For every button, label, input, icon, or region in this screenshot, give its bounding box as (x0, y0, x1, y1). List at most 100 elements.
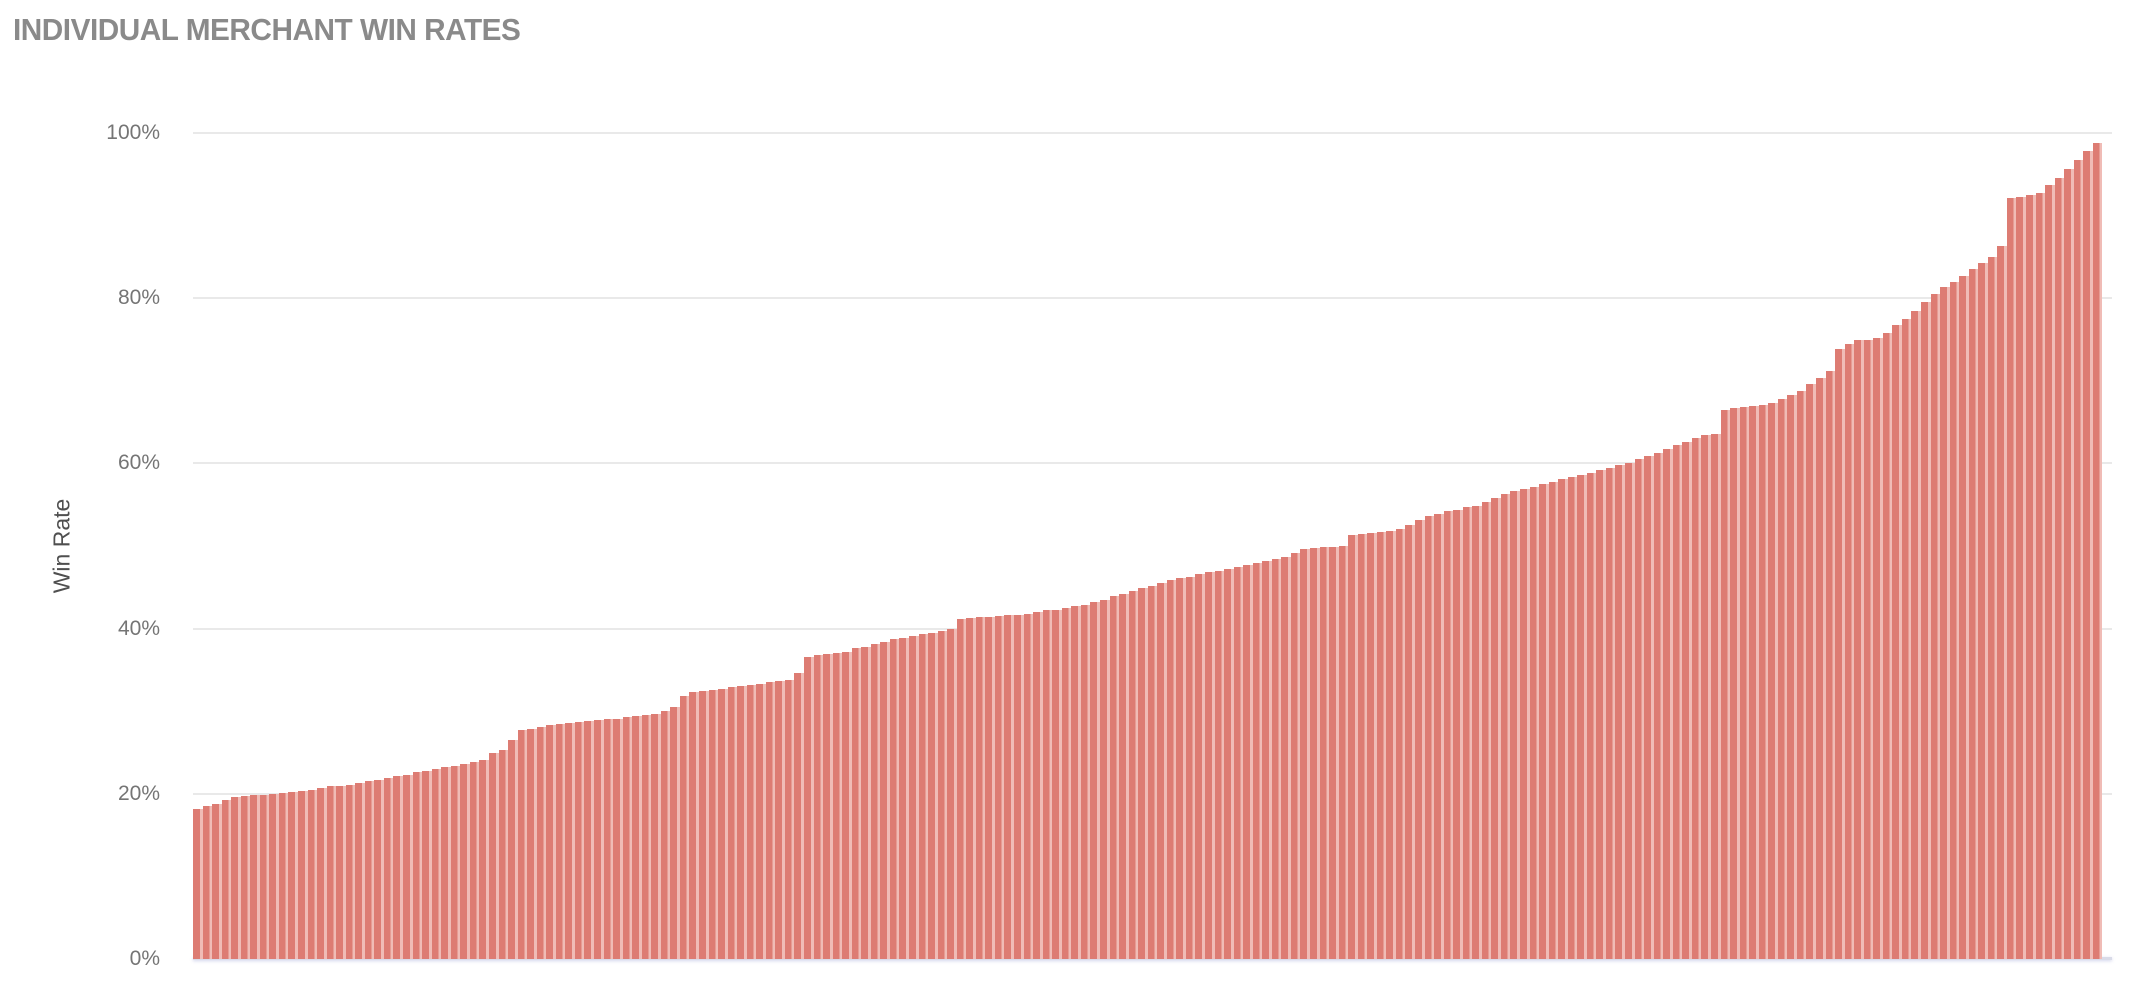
bar[interactable] (1682, 441, 1692, 959)
bar[interactable] (1892, 325, 1902, 959)
bar[interactable] (460, 764, 470, 959)
bar[interactable] (1605, 468, 1616, 959)
bar[interactable] (889, 639, 900, 959)
bar[interactable] (1625, 462, 1635, 959)
bar[interactable] (2045, 185, 2055, 959)
bar[interactable] (1147, 585, 1158, 959)
bar[interactable] (1653, 452, 1664, 959)
bar[interactable] (1930, 294, 1941, 959)
bar[interactable] (498, 750, 509, 959)
bar[interactable] (565, 722, 575, 959)
bar[interactable] (364, 781, 375, 959)
bar[interactable] (1138, 588, 1148, 959)
bar[interactable] (2073, 160, 2084, 959)
bar[interactable] (336, 785, 346, 959)
bar[interactable] (613, 718, 623, 959)
bar[interactable] (1329, 546, 1339, 959)
bar[interactable] (2083, 151, 2093, 959)
bar[interactable] (1873, 337, 1883, 959)
bar[interactable] (240, 796, 251, 959)
bar[interactable] (1453, 509, 1463, 959)
bar[interactable] (660, 711, 671, 959)
bar[interactable] (1319, 546, 1330, 959)
bar[interactable] (737, 686, 747, 959)
bar[interactable] (1787, 394, 1797, 959)
bar[interactable] (1415, 519, 1425, 959)
bar[interactable] (1243, 565, 1253, 959)
bar[interactable] (689, 692, 699, 959)
bar[interactable] (488, 753, 499, 959)
bar[interactable] (403, 774, 413, 959)
bar[interactable] (269, 793, 279, 959)
bar[interactable] (1940, 287, 1950, 959)
bar[interactable] (1730, 408, 1740, 959)
bar[interactable] (1424, 516, 1435, 959)
bar[interactable] (193, 808, 203, 959)
bar[interactable] (1472, 505, 1482, 959)
bar[interactable] (1920, 302, 1931, 959)
bar[interactable] (1835, 348, 1845, 959)
bar[interactable] (593, 720, 604, 959)
bar[interactable] (1080, 604, 1091, 959)
bar[interactable] (2006, 198, 2017, 959)
bar[interactable] (1825, 370, 1836, 959)
bar[interactable] (994, 616, 1005, 959)
bar[interactable] (1033, 612, 1043, 959)
bar[interactable] (603, 719, 614, 959)
bar[interactable] (1796, 390, 1807, 959)
bar[interactable] (985, 617, 995, 959)
bar[interactable] (431, 769, 442, 959)
bar[interactable] (536, 726, 547, 959)
bar[interactable] (317, 788, 327, 959)
bar[interactable] (450, 765, 461, 959)
bar[interactable] (1768, 403, 1778, 959)
bar[interactable] (2064, 169, 2074, 959)
bar[interactable] (1290, 553, 1301, 959)
bar[interactable] (2026, 194, 2036, 959)
bar[interactable] (259, 794, 270, 959)
bar[interactable] (1739, 407, 1750, 959)
bar[interactable] (1815, 377, 1826, 959)
bar[interactable] (899, 637, 910, 959)
bar[interactable] (383, 778, 394, 959)
bar[interactable] (1701, 435, 1711, 959)
bar[interactable] (937, 631, 948, 959)
bar[interactable] (1119, 593, 1129, 959)
bar[interactable] (1462, 507, 1473, 959)
bar[interactable] (1987, 256, 1998, 959)
bar[interactable] (1844, 343, 1855, 959)
bar[interactable] (2092, 142, 2103, 959)
bar[interactable] (708, 689, 719, 959)
bar[interactable] (909, 636, 919, 959)
bar[interactable] (1577, 474, 1587, 959)
bar[interactable] (1271, 559, 1282, 959)
bar[interactable] (1042, 610, 1053, 959)
bar[interactable] (1405, 524, 1415, 959)
bar[interactable] (298, 790, 308, 959)
bar[interactable] (1586, 472, 1597, 959)
bar[interactable] (1338, 546, 1349, 959)
bar[interactable] (393, 776, 404, 959)
bar[interactable] (1185, 576, 1196, 959)
bar[interactable] (832, 652, 843, 959)
bar[interactable] (1023, 613, 1034, 959)
bar[interactable] (1720, 409, 1731, 959)
bar[interactable] (1233, 567, 1244, 959)
bar[interactable] (584, 721, 594, 959)
bar[interactable] (1309, 547, 1320, 959)
bar[interactable] (1434, 513, 1444, 959)
bar[interactable] (928, 632, 938, 959)
bar[interactable] (355, 783, 365, 959)
bar[interactable] (1548, 481, 1559, 959)
bar[interactable] (1281, 556, 1291, 959)
bar[interactable] (345, 784, 356, 959)
bar[interactable] (1157, 583, 1167, 959)
bar[interactable] (632, 716, 642, 959)
bar[interactable] (765, 682, 776, 959)
bar[interactable] (1214, 570, 1225, 959)
bar[interactable] (1500, 493, 1511, 959)
bar[interactable] (1911, 311, 1921, 959)
bar[interactable] (555, 724, 566, 959)
bar[interactable] (1558, 479, 1568, 959)
bar[interactable] (1615, 465, 1626, 959)
